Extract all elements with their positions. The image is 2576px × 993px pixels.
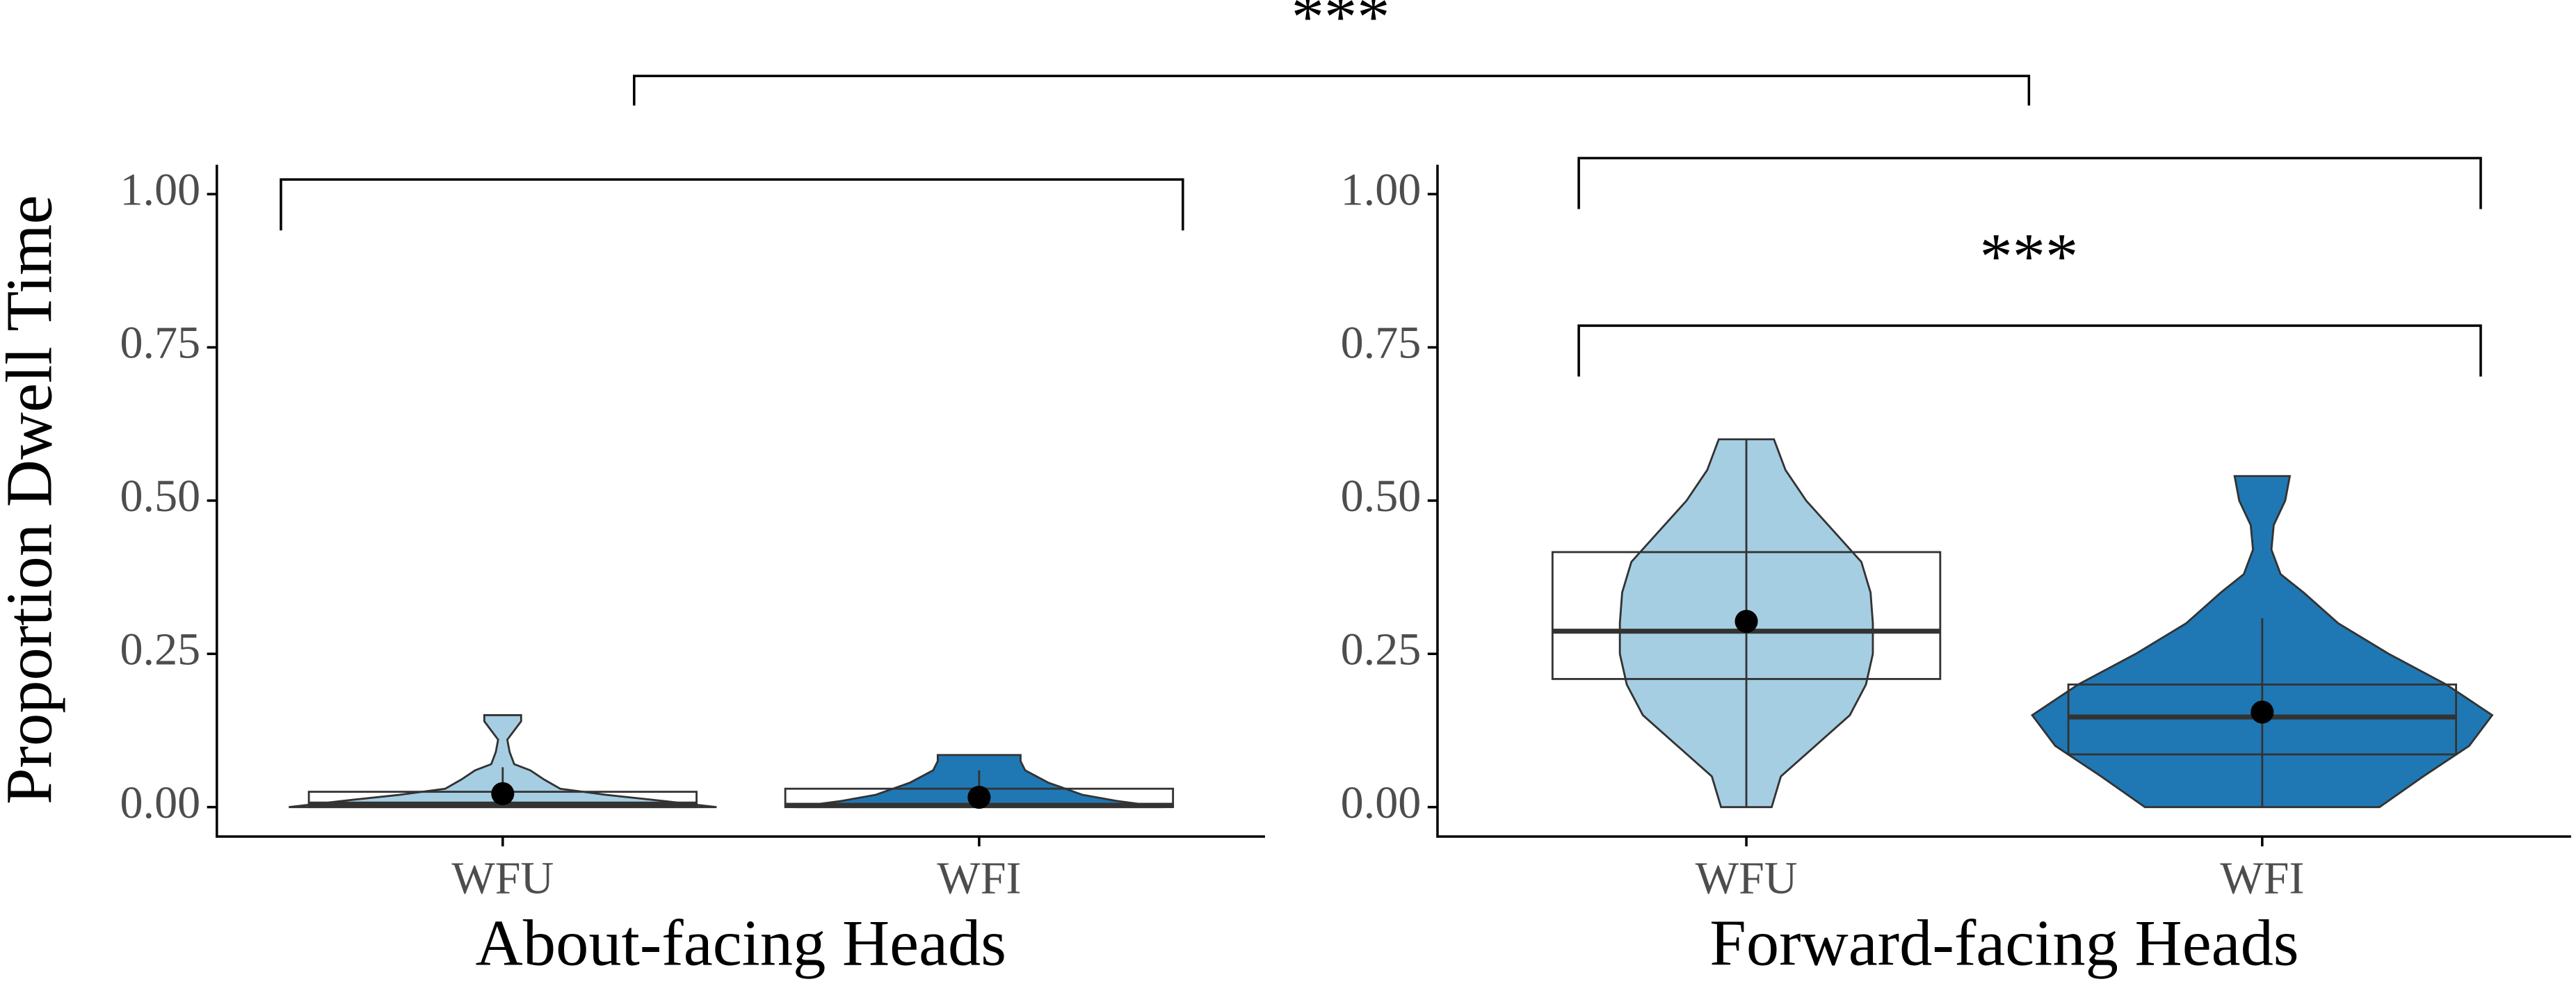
y-tick-label: 0.50	[1341, 471, 1422, 522]
y-tick-label: 0.25	[120, 624, 200, 675]
significance-bracket	[280, 178, 1184, 231]
y-tick-label: 0.00	[120, 777, 200, 828]
mean-point	[491, 782, 515, 805]
mean-point	[1734, 610, 1758, 633]
x-tick-label: WFI	[937, 853, 1021, 903]
x-tick-label: WFI	[2220, 853, 2304, 903]
y-tick-label: 0.00	[1341, 777, 1422, 828]
significance-label: ***	[1980, 220, 2079, 293]
y-tick-label: 0.25	[1341, 624, 1422, 675]
box	[1551, 551, 1942, 680]
x-axis-title: Forward-facing Heads	[1709, 907, 2299, 980]
x-axis-title: About-facing Heads	[476, 907, 1006, 980]
mean-point	[967, 786, 991, 809]
significance-label: ***	[1291, 0, 1390, 53]
y-axis-title: Proportion Dwell Time	[0, 195, 66, 805]
violin	[289, 714, 717, 809]
y-tick-label: 1.00	[1341, 164, 1422, 215]
x-tick-label: WFU	[451, 853, 554, 903]
axis-line	[1436, 164, 2571, 838]
axis-line	[216, 164, 1265, 838]
significance-bracket	[1577, 156, 2482, 209]
y-tick-label: 0.75	[120, 318, 200, 369]
mean-point	[2251, 700, 2274, 724]
x-tick-label: WFU	[1696, 853, 1798, 903]
y-tick-label: 0.75	[1341, 318, 1422, 369]
significance-bracket	[633, 74, 2031, 106]
y-tick-label: 0.50	[120, 471, 200, 522]
significance-bracket	[1577, 324, 2482, 377]
y-tick-label: 1.00	[120, 164, 200, 215]
